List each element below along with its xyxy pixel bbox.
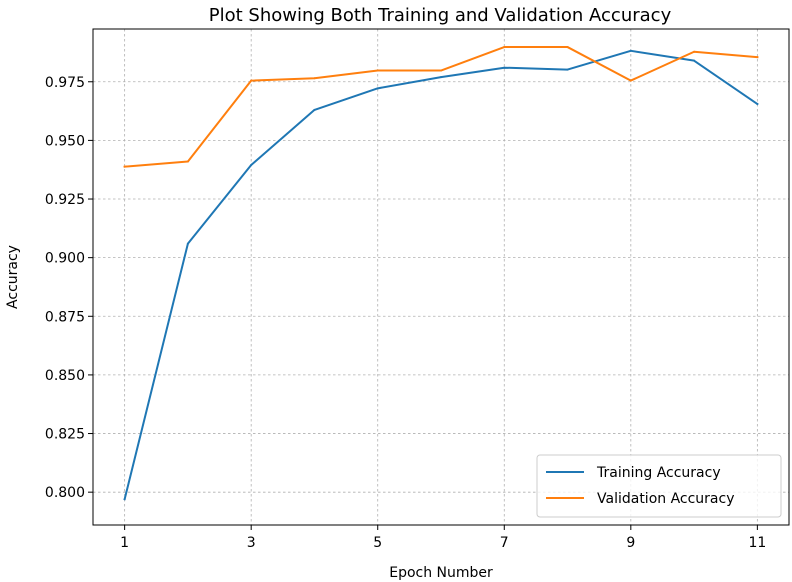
y-tick-label: 0.950 bbox=[45, 133, 85, 149]
data-point-training-accuracy bbox=[250, 164, 253, 167]
grid-lines bbox=[93, 29, 789, 525]
x-tick-label: 1 bbox=[120, 535, 129, 551]
data-point-validation-accuracy bbox=[123, 165, 126, 168]
x-tick-label: 11 bbox=[748, 535, 766, 551]
series-line-training-accuracy bbox=[123, 49, 759, 501]
data-point-validation-accuracy bbox=[313, 77, 316, 80]
x-tick-label: 9 bbox=[626, 535, 635, 551]
x-tick-label: 3 bbox=[247, 535, 256, 551]
x-tick-label: 5 bbox=[373, 535, 382, 551]
data-point-training-accuracy bbox=[566, 68, 569, 71]
data-point-validation-accuracy bbox=[693, 50, 696, 53]
data-point-training-accuracy bbox=[313, 108, 316, 111]
data-point-training-accuracy bbox=[693, 59, 696, 62]
data-point-validation-accuracy bbox=[186, 160, 189, 163]
data-point-validation-accuracy bbox=[503, 46, 506, 49]
data-point-training-accuracy bbox=[503, 66, 506, 69]
data-point-validation-accuracy bbox=[376, 69, 379, 72]
y-tick-label: 0.925 bbox=[45, 192, 85, 208]
legend-box bbox=[536, 454, 782, 518]
data-point-training-accuracy bbox=[186, 242, 189, 245]
y-axis-label: Accuracy bbox=[5, 245, 21, 309]
y-tick-label: 0.975 bbox=[45, 75, 85, 91]
y-tick-label: 0.875 bbox=[45, 309, 85, 325]
data-point-training-accuracy bbox=[629, 49, 632, 52]
chart-legend: Training Accuracy Validation Accuracy bbox=[536, 454, 782, 518]
data-point-validation-accuracy bbox=[566, 46, 569, 49]
plot-frame bbox=[92, 28, 790, 526]
data-point-training-accuracy bbox=[376, 87, 379, 90]
axis-ticks: 1 3 5 7 9 11 0.800 0.825 0.850 0.875 0.900 0.925 0.9… bbox=[45, 75, 766, 551]
series-lines bbox=[123, 46, 759, 501]
x-tick-label: 7 bbox=[500, 535, 509, 551]
y-tick-label: 0.850 bbox=[45, 368, 85, 384]
data-point-validation-accuracy bbox=[440, 69, 442, 72]
data-point-validation-accuracy bbox=[756, 56, 759, 59]
data-point-training-accuracy bbox=[756, 103, 759, 106]
data-point-training-accuracy bbox=[123, 498, 126, 501]
y-tick-label: 0.900 bbox=[45, 251, 85, 267]
data-point-validation-accuracy bbox=[250, 79, 253, 82]
data-point-training-accuracy bbox=[440, 76, 442, 79]
legend-label-training: Training Accuracy bbox=[596, 465, 721, 481]
y-tick-label: 0.800 bbox=[45, 485, 85, 501]
legend-label-validation: Validation Accuracy bbox=[597, 491, 735, 507]
y-tick-label: 0.825 bbox=[45, 427, 85, 443]
data-point-validation-accuracy bbox=[629, 79, 632, 82]
series-line-validation-accuracy bbox=[123, 46, 759, 168]
chart-title: Plot Showing Both Training and Validatio… bbox=[209, 5, 672, 26]
x-axis-label: Epoch Number bbox=[389, 565, 493, 581]
